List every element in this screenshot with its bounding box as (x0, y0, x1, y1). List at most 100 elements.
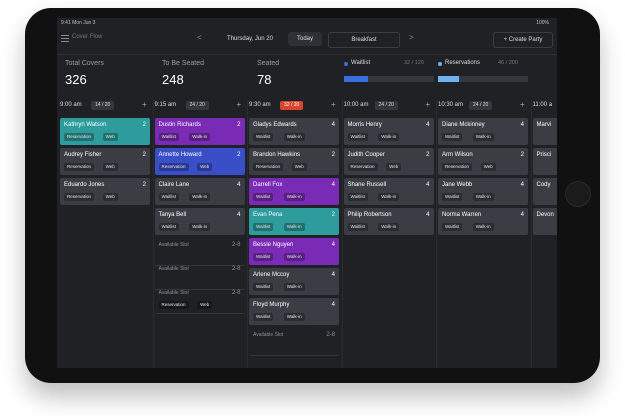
home-button[interactable] (565, 181, 591, 207)
party-tag: Reservation (64, 133, 95, 141)
create-party-button[interactable]: + Create Party (493, 32, 553, 48)
party-size: 2 (426, 152, 430, 158)
party-name: Norma Warren (442, 212, 482, 218)
add-button[interactable]: + (331, 100, 336, 109)
party-card[interactable]: Bessie Nguyen 4 Waitlist Walk-in (249, 238, 339, 265)
party-card[interactable]: Morris Henry 4 Waitlist Walk-in (343, 118, 434, 145)
party-size: 2 (331, 212, 335, 218)
party-size: 4 (237, 212, 241, 218)
column-header: 9:30 am 32 / 20 + (249, 100, 341, 112)
party-card[interactable]: Norma Warren 4 Waitlist Walk-in (438, 208, 528, 235)
next-button[interactable]: > (409, 33, 414, 42)
add-button[interactable]: + (425, 100, 431, 109)
legend-dot (344, 62, 348, 66)
column-separator (341, 100, 343, 368)
slot-time: 10:00 am (343, 102, 369, 108)
meal-select[interactable]: Breakfast (328, 32, 400, 48)
stat-label: To Be Seated (162, 60, 205, 67)
party-card[interactable]: Annette Howard 2 Reservation Web (154, 148, 245, 175)
party-tag: Web (197, 163, 213, 171)
add-button[interactable]: + (520, 100, 525, 109)
party-tag: Reservation (64, 193, 95, 201)
party-size: 2 (142, 152, 146, 158)
party-size: 2-8 (326, 332, 335, 338)
party-name: Annette Howard (158, 152, 202, 158)
party-card[interactable]: Arm Wilson 2 Reservation Web (438, 148, 528, 175)
party-tag: Web (197, 301, 213, 309)
party-size: 4 (520, 212, 524, 218)
party-card[interactable]: Eduardo Jones 2 Reservation Web (60, 178, 150, 205)
party-tag: Walk-in (472, 133, 494, 141)
stat-value: 326 (65, 72, 87, 87)
party-card[interactable]: Philip Robertson 4 Waitlist Walk-in (343, 208, 434, 235)
party-card[interactable]: Available Slot 2-8 Reservation Web (154, 286, 245, 314)
slot-count: 24 / 20 (374, 101, 398, 110)
party-name: Shane Russell (347, 182, 387, 188)
party-name: Dustin Richards (158, 122, 201, 128)
party-card[interactable]: Available Slot 2-8 (154, 238, 245, 266)
party-size: 2 (331, 152, 335, 158)
party-card[interactable]: Darrell Fox 4 Waitlist Walk-in (249, 178, 339, 205)
party-card[interactable]: Evan Pena 2 Waitlist Walk-in (249, 208, 339, 235)
party-card[interactable]: Gladys Edwards 4 Waitlist Walk-in (249, 118, 339, 145)
party-tag: Waitlist (158, 193, 179, 201)
party-card[interactable]: Prisci (532, 148, 557, 175)
progress-track (344, 76, 434, 82)
party-tag: Walk-in (283, 283, 305, 291)
party-card[interactable]: Devon (532, 208, 557, 235)
party-name: Available Slot (158, 290, 189, 296)
status-time: 9:41 Mon Jun 3 (61, 20, 96, 26)
party-card[interactable]: Available Slot 2-8 (154, 262, 245, 290)
today-button[interactable]: Today (288, 32, 322, 46)
prev-button[interactable]: < (197, 33, 202, 42)
party-name: Floyd Murphy (253, 302, 290, 308)
party-name: Morris Henry (347, 122, 382, 128)
stat-value: 248 (162, 72, 184, 87)
party-card[interactable]: Available Slot 2-8 (249, 328, 339, 356)
party-card[interactable]: Shane Russell 4 Waitlist Walk-in (343, 178, 434, 205)
party-card[interactable]: Cody (532, 178, 557, 205)
party-tag: Walk-in (472, 193, 494, 201)
party-card[interactable]: Dustin Richards 2 Waitlist Walk-in (154, 118, 245, 145)
party-tag: Waitlist (347, 133, 368, 141)
party-card[interactable]: Audrey Fisher 2 Reservation Web (60, 148, 150, 175)
status-battery: 100% (536, 20, 549, 26)
party-tag: Waitlist (253, 253, 274, 261)
party-card[interactable]: Judith Cooper 2 Reservation Web (343, 148, 434, 175)
party-card[interactable]: Arlene Mccoy 4 Waitlist Walk-in (249, 268, 339, 295)
party-size: 4 (426, 182, 430, 188)
slot-count: 24 / 20 (469, 101, 493, 110)
party-size: 4 (331, 122, 335, 128)
column-header: 10:00 am 24 / 20 + (344, 100, 436, 112)
party-tag: Reservation (253, 163, 284, 171)
party-tag: Walk-in (283, 253, 305, 261)
party-tag: Web (102, 133, 118, 141)
party-name: Cody (536, 182, 551, 188)
party-card[interactable]: Brandon Hawkins 2 Reservation Web (249, 148, 339, 175)
column-separator (436, 100, 437, 368)
party-card[interactable]: Marvi (532, 118, 557, 145)
date-label[interactable]: Thursday, Jun 20 (227, 36, 273, 42)
party-tag: Waitlist (253, 193, 274, 201)
party-card[interactable]: Diane Mckinney 4 Waitlist Walk-in (438, 118, 528, 145)
progress-bar (344, 76, 368, 82)
menu-label[interactable]: Cover Flow (72, 34, 103, 40)
party-size: 2-8 (231, 266, 241, 272)
add-button[interactable]: + (142, 100, 147, 109)
party-tag: Walk-in (283, 133, 305, 141)
screen: 9:41 Mon Jun 3 100% Cover Flow < Thursda… (57, 18, 557, 368)
menu-icon[interactable] (61, 35, 69, 42)
party-size: 4 (520, 182, 524, 188)
party-name: Claire Lane (158, 182, 190, 188)
party-card[interactable]: Tanya Bell 4 Waitlist Walk-in (154, 208, 245, 235)
party-name: Philip Robertson (347, 212, 392, 218)
add-button[interactable]: + (236, 100, 242, 109)
party-card[interactable]: Floyd Murphy 4 Waitlist Walk-in (249, 298, 339, 325)
stat-label: Total Covers (65, 60, 104, 67)
party-name: Darrell Fox (253, 182, 283, 188)
slot-count: 32 / 20 (280, 101, 304, 110)
party-card[interactable]: Claire Lane 4 Waitlist Walk-in (154, 178, 245, 205)
party-card[interactable]: Kathryn Watson 2 Reservation Web (60, 118, 150, 145)
party-card[interactable]: Jane Webb 4 Waitlist Walk-in (438, 178, 528, 205)
party-size: 4 (331, 272, 335, 278)
